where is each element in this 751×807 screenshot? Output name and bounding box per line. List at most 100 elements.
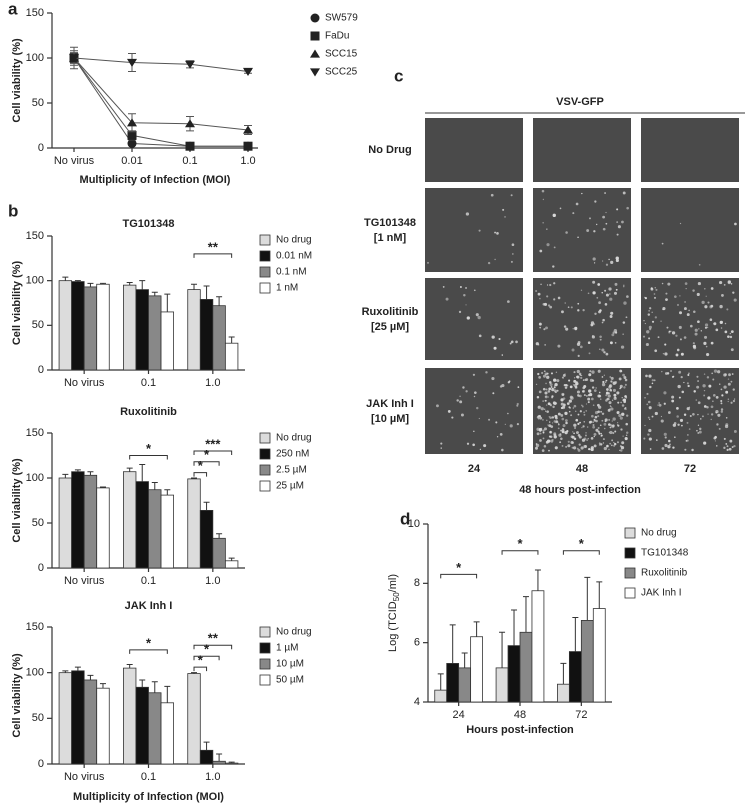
gfp-cell: [598, 442, 601, 445]
gfp-cell: [565, 231, 568, 234]
legend-label: JAK Inh I: [641, 588, 682, 599]
gfp-cell: [720, 402, 723, 405]
bar: [212, 537, 226, 569]
gfp-cell: [515, 340, 518, 344]
error-bar: [572, 616, 579, 652]
y-tick-label: 10: [408, 518, 420, 530]
legend-label: No drug: [276, 235, 312, 246]
gfp-cell: [573, 437, 577, 441]
gfp-cell: [730, 330, 734, 334]
gfp-cell: [667, 445, 671, 449]
gfp-cell: [456, 399, 459, 402]
gfp-cell: [624, 395, 627, 398]
gfp-cell: [619, 449, 623, 452]
gfp-cell: [728, 373, 731, 377]
gfp-cell: [507, 412, 509, 415]
error-bar: [87, 471, 94, 476]
significance-label: *: [198, 458, 204, 473]
bar: [519, 631, 533, 703]
gfp-cell: [473, 430, 475, 433]
gfp-cell: [660, 320, 662, 322]
y-tick-label: 100: [26, 275, 44, 287]
gfp-cell: [580, 376, 583, 379]
gfp-cell: [570, 306, 573, 309]
significance-bracket: [193, 666, 208, 672]
y-tick-label: 100: [26, 667, 44, 679]
gfp-cell: [620, 445, 625, 450]
gfp-cell: [713, 322, 717, 326]
gfp-cell: [545, 373, 547, 376]
gfp-cell: [704, 441, 707, 444]
gfp-cell: [608, 423, 611, 426]
gfp-cell: [623, 301, 627, 305]
gfp-cell: [544, 395, 548, 399]
gfp-cell: [549, 430, 553, 434]
x-tick-label: No virus: [54, 155, 95, 167]
gfp-cell: [598, 301, 601, 305]
chart-title: JAK Inh I: [125, 600, 173, 612]
gfp-cell: [602, 442, 605, 444]
row-label-line: [10 µM]: [371, 413, 409, 425]
gfp-cell: [459, 395, 461, 397]
significance-label: *: [579, 536, 585, 551]
legend-swatch: [624, 567, 636, 579]
gfp-cell: [616, 391, 620, 395]
gfp-cell: [549, 381, 552, 384]
gfp-cell: [516, 423, 520, 426]
significance-bracket: [129, 455, 168, 460]
gfp-cell: [545, 410, 547, 412]
gfp-cell: [727, 398, 730, 400]
bar: [148, 489, 162, 569]
gfp-cell: [588, 352, 591, 355]
error-bar: [203, 285, 210, 300]
legend-marker: [310, 31, 320, 41]
gfp-cell: [614, 430, 617, 433]
gfp-cell: [684, 448, 687, 451]
gfp-cell: [597, 410, 600, 413]
gfp-cell: [648, 428, 652, 433]
gfp-cell: [551, 422, 554, 424]
bar: [83, 286, 98, 371]
gfp-cell: [564, 411, 568, 416]
gfp-cell: [592, 280, 596, 284]
gfp-cell: [541, 189, 545, 193]
gfp-cell: [542, 374, 546, 378]
gfp-cell: [588, 447, 591, 451]
gfp-cell: [587, 341, 591, 344]
x-tick-label: 72: [575, 709, 587, 721]
gfp-cell: [622, 321, 626, 324]
gfp-cell: [705, 345, 708, 348]
gfp-cell: [654, 411, 658, 416]
gfp-cell: [592, 291, 596, 295]
gfp-cell: [544, 399, 547, 402]
error-bar: [139, 679, 146, 688]
gfp-cell: [611, 425, 615, 429]
gfp-cell: [723, 385, 727, 389]
gfp-cell: [546, 375, 550, 379]
gfp-cell: [540, 427, 543, 430]
error-bar: [534, 569, 541, 591]
gfp-cell: [621, 404, 625, 407]
gfp-cell: [670, 370, 672, 372]
gfp-cell: [703, 373, 706, 375]
micrograph: [533, 188, 631, 272]
gfp-cell: [620, 345, 625, 349]
gfp-cell: [654, 287, 656, 289]
micrograph: [641, 278, 739, 360]
gfp-cell: [674, 436, 676, 438]
gfp-cell: [582, 379, 585, 381]
bar: [71, 670, 85, 765]
gfp-cell: [694, 328, 698, 332]
x-axis-label: Multiplicity of Infection (MOI): [73, 791, 224, 803]
gfp-cell: [649, 448, 652, 450]
gfp-cell: [555, 420, 558, 424]
gfp-cell: [447, 410, 451, 413]
gfp-cell: [510, 260, 513, 263]
gfp-cell: [549, 305, 553, 309]
gfp-cell: [679, 418, 684, 422]
gfp-cell: [622, 285, 625, 288]
micrograph: [533, 118, 631, 182]
gfp-cell: [710, 304, 714, 308]
gfp-cell: [608, 418, 611, 421]
gfp-cell: [675, 334, 678, 337]
